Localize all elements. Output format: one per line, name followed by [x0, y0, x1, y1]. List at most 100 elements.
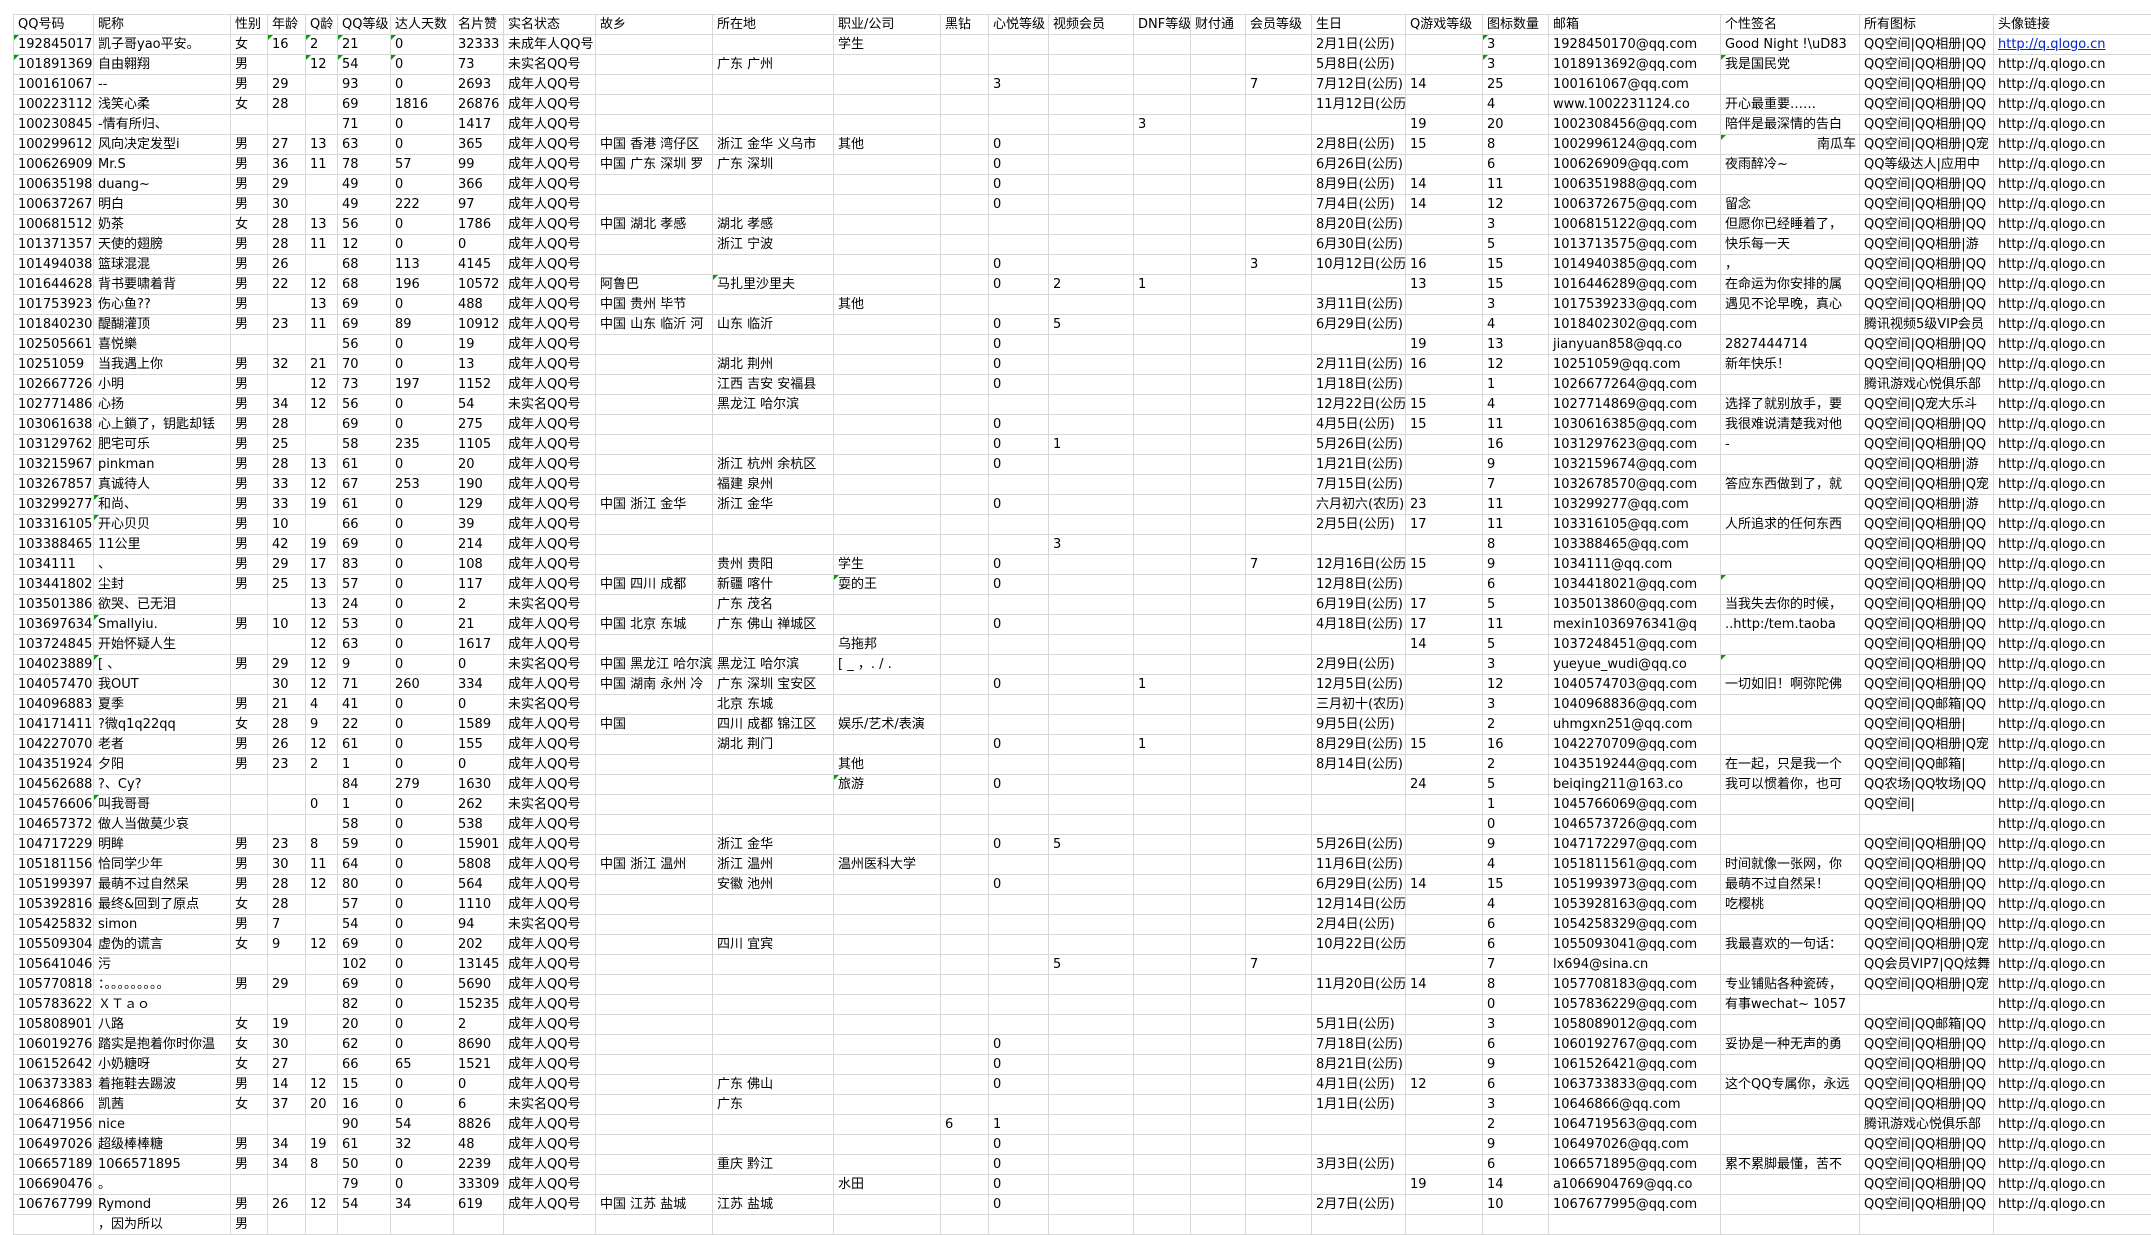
cell[interactable]: 13: [306, 135, 338, 155]
cell[interactable]: 28: [268, 455, 306, 475]
cell[interactable]: [1246, 355, 1312, 375]
cell[interactable]: 0: [989, 835, 1049, 855]
cell[interactable]: [1049, 55, 1134, 75]
cell[interactable]: [1049, 515, 1134, 535]
cell[interactable]: http://q.qlogo.cn: [1994, 1175, 2151, 1195]
cell[interactable]: [834, 935, 941, 955]
cell[interactable]: [306, 895, 338, 915]
cell[interactable]: [713, 1055, 834, 1075]
cell[interactable]: [14, 1215, 94, 1235]
column-header[interactable]: 所有图标: [1860, 15, 1994, 35]
cell[interactable]: [1049, 255, 1134, 275]
cell[interactable]: QQ空间|QQ相册|游: [1860, 235, 1994, 255]
cell[interactable]: 广东: [713, 1095, 834, 1115]
cell[interactable]: 踏实是抱着你时你温: [94, 1035, 231, 1055]
cell[interactable]: [1406, 295, 1483, 315]
cell[interactable]: [1246, 415, 1312, 435]
cell[interactable]: [1134, 1215, 1191, 1235]
cell[interactable]: 娱乐/艺术/表演: [834, 715, 941, 735]
cell[interactable]: 成年人QQ号: [504, 935, 596, 955]
cell[interactable]: [231, 775, 268, 795]
cell[interactable]: [1860, 995, 1994, 1015]
cell[interactable]: QQ空间|QQ相册|QQ: [1860, 895, 1994, 915]
cell[interactable]: 103316105@qq.com: [1549, 515, 1721, 535]
cell[interactable]: [1049, 295, 1134, 315]
cell[interactable]: 0: [989, 455, 1049, 475]
cell[interactable]: 17: [1406, 595, 1483, 615]
cell[interactable]: 0: [1483, 815, 1549, 835]
cell[interactable]: [306, 255, 338, 275]
cell[interactable]: [1246, 1215, 1312, 1235]
cell[interactable]: [1191, 1155, 1246, 1175]
cell[interactable]: [454, 1215, 504, 1235]
cell[interactable]: [1134, 655, 1191, 675]
cell[interactable]: [834, 375, 941, 395]
cell[interactable]: 275: [454, 415, 504, 435]
cell[interactable]: 1006351988: [14, 175, 94, 195]
cell[interactable]: [989, 1015, 1049, 1035]
cell[interactable]: 15: [1406, 735, 1483, 755]
cell[interactable]: ：。。。。。。。。。: [94, 975, 231, 995]
cell[interactable]: 27: [268, 1055, 306, 1075]
cell[interactable]: [1721, 655, 1860, 675]
cell[interactable]: [231, 335, 268, 355]
cell[interactable]: [941, 1035, 989, 1055]
cell[interactable]: 1006372675@qq.com: [1549, 195, 1721, 215]
cell[interactable]: 1057836229: [14, 995, 94, 1015]
cell[interactable]: [1312, 995, 1406, 1015]
cell[interactable]: 1002996124: [14, 135, 94, 155]
cell[interactable]: http://q.qlogo.cn: [1994, 1055, 2151, 1075]
cell[interactable]: [1406, 155, 1483, 175]
cell[interactable]: http://q.qlogo.cn: [1994, 715, 2151, 735]
cell[interactable]: 醍醐灌顶: [94, 315, 231, 335]
cell[interactable]: http://q.qlogo.cn: [1994, 435, 2151, 455]
cell[interactable]: [268, 55, 306, 75]
cell[interactable]: http://q.qlogo.cn: [1994, 155, 2151, 175]
cell[interactable]: 男: [231, 695, 268, 715]
cell[interactable]: 3: [1483, 1095, 1549, 1115]
cell[interactable]: [ _ ，. / .: [834, 655, 941, 675]
cell[interactable]: 25: [268, 435, 306, 455]
cell[interactable]: [1049, 1195, 1134, 1215]
cell[interactable]: 0: [391, 235, 454, 255]
cell[interactable]: [1246, 515, 1312, 535]
cell[interactable]: 1042270709: [14, 735, 94, 755]
cell[interactable]: 16: [1406, 355, 1483, 375]
cell[interactable]: [306, 435, 338, 455]
cell[interactable]: 1057708183@qq.com: [1549, 975, 1721, 995]
cell[interactable]: 56: [338, 215, 391, 235]
cell[interactable]: 男: [231, 475, 268, 495]
column-header[interactable]: Q龄: [306, 15, 338, 35]
cell[interactable]: [596, 535, 713, 555]
cell[interactable]: [713, 755, 834, 775]
cell[interactable]: 15: [1406, 135, 1483, 155]
cell[interactable]: [1134, 1095, 1191, 1115]
cell[interactable]: 13: [1483, 335, 1549, 355]
cell[interactable]: [1406, 575, 1483, 595]
cell[interactable]: [1134, 755, 1191, 775]
cell[interactable]: [941, 655, 989, 675]
cell[interactable]: 其他: [834, 135, 941, 155]
cell[interactable]: QQ空间|QQ相册|QQ: [1860, 635, 1994, 655]
cell[interactable]: [1049, 335, 1134, 355]
cell[interactable]: 366: [454, 175, 504, 195]
cell[interactable]: 13: [306, 595, 338, 615]
cell[interactable]: [941, 895, 989, 915]
cell[interactable]: [391, 1215, 454, 1235]
cell[interactable]: 凯茜: [94, 1095, 231, 1115]
cell[interactable]: [306, 1035, 338, 1055]
cell[interactable]: [1134, 775, 1191, 795]
cell[interactable]: [596, 395, 713, 415]
cell[interactable]: 10646866@qq.com: [1549, 1095, 1721, 1115]
cell[interactable]: 在一起，只是我一个: [1721, 755, 1860, 775]
cell[interactable]: 女: [231, 215, 268, 235]
cell[interactable]: QQ空间|QQ相册|QQ: [1860, 175, 1994, 195]
cell[interactable]: 26: [268, 735, 306, 755]
cell[interactable]: 其他: [834, 755, 941, 775]
cell[interactable]: 女: [231, 895, 268, 915]
cell[interactable]: 102: [338, 955, 391, 975]
cell[interactable]: 0: [989, 615, 1049, 635]
cell[interactable]: [713, 195, 834, 215]
cell[interactable]: 8月29日(公历): [1312, 735, 1406, 755]
cell[interactable]: [834, 55, 941, 75]
